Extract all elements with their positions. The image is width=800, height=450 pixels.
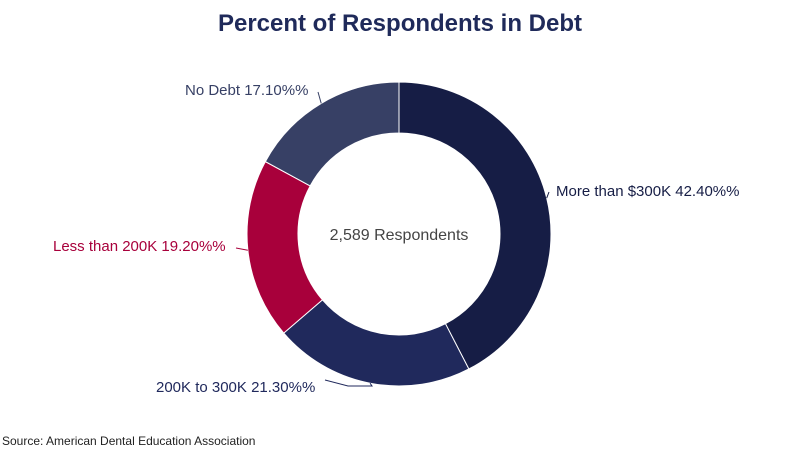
slices-group (246, 81, 552, 387)
source-note: Source: American Dental Education Associ… (2, 434, 256, 448)
slice-label-3: No Debt 17.10%% (185, 82, 308, 99)
leader-line-3 (317, 91, 322, 104)
slice-0 (398, 81, 552, 370)
slice-label-2: Less than 200K 19.20%% (53, 238, 226, 255)
slice-1 (283, 299, 470, 387)
leader-line-2 (235, 247, 248, 251)
slice-label-1: 200K to 300K 21.30%% (156, 379, 315, 396)
center-label: 2,589 Respondents (330, 227, 469, 244)
slice-2 (246, 160, 324, 334)
leader-lines-group (235, 91, 550, 387)
slice-3 (264, 81, 400, 187)
leader-line-0 (546, 191, 550, 199)
chart-title: Percent of Respondents in Debt (217, 10, 583, 37)
slice-label-0: More than $300K 42.40%% (556, 183, 739, 200)
slice-labels-group: More than $300K 42.40%% 200K to 300K 21.3… (53, 82, 739, 396)
leader-line-1 (324, 379, 373, 387)
donut-chart: More than $300K 42.40%% 200K to 300K 21.3… (53, 81, 739, 396)
